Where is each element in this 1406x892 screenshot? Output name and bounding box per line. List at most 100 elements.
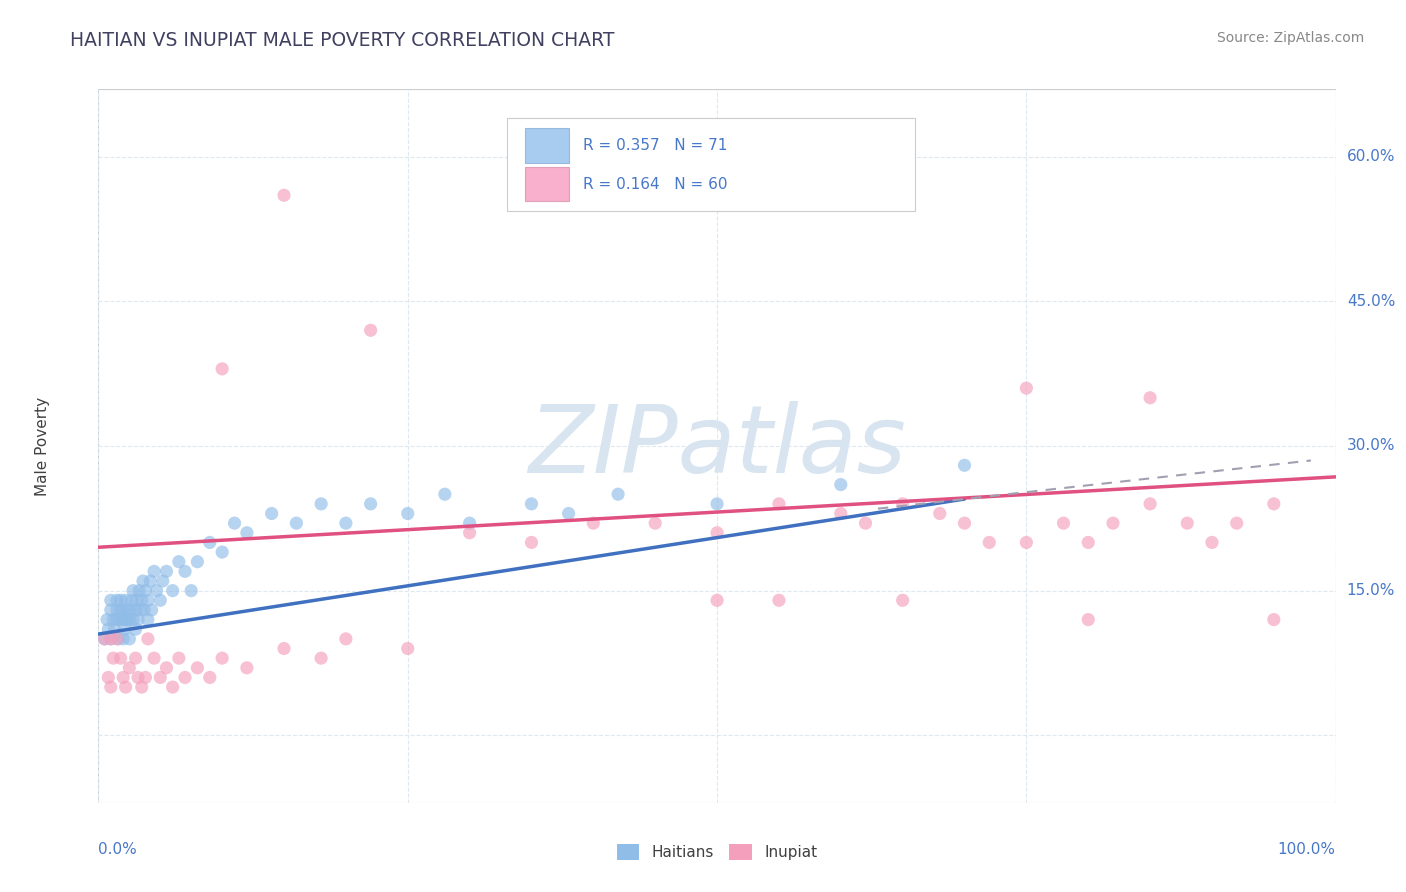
Point: [149, 593, 172, 607]
Point: [458, 516, 481, 530]
FancyBboxPatch shape: [506, 118, 915, 211]
Point: [830, 477, 852, 491]
Point: [644, 516, 666, 530]
Point: [97, 670, 120, 684]
Point: [211, 651, 233, 665]
Point: [127, 670, 149, 684]
Point: [134, 583, 156, 598]
Point: [607, 487, 630, 501]
Point: [100, 632, 122, 646]
Point: [273, 188, 295, 202]
Text: ZIPatlas: ZIPatlas: [529, 401, 905, 491]
Point: [155, 565, 177, 579]
Point: [458, 525, 481, 540]
Point: [1139, 497, 1161, 511]
Point: [136, 593, 159, 607]
Point: [112, 603, 135, 617]
Text: 0.0%: 0.0%: [98, 842, 138, 857]
Text: 60.0%: 60.0%: [1347, 149, 1395, 164]
Text: R = 0.164   N = 60: R = 0.164 N = 60: [583, 177, 728, 192]
Point: [115, 613, 138, 627]
Point: [236, 661, 259, 675]
Point: [1201, 535, 1223, 549]
Point: [1015, 381, 1038, 395]
Point: [433, 487, 456, 501]
Point: [1139, 391, 1161, 405]
Point: [1263, 497, 1285, 511]
Point: [143, 651, 166, 665]
Point: [105, 593, 128, 607]
Text: HAITIAN VS INUPIAT MALE POVERTY CORRELATION CHART: HAITIAN VS INUPIAT MALE POVERTY CORRELAT…: [70, 31, 614, 50]
Point: [174, 565, 197, 579]
Point: [211, 545, 233, 559]
Point: [706, 525, 728, 540]
Point: [224, 516, 246, 530]
Point: [953, 516, 976, 530]
Point: [112, 670, 135, 684]
Point: [118, 613, 141, 627]
Point: [152, 574, 174, 588]
Point: [124, 651, 146, 665]
Text: R = 0.357   N = 71: R = 0.357 N = 71: [583, 138, 728, 153]
Point: [110, 603, 132, 617]
Point: [1052, 516, 1074, 530]
Point: [360, 323, 382, 337]
Point: [120, 603, 142, 617]
Point: [127, 613, 149, 627]
Point: [1077, 535, 1099, 549]
Point: [1263, 613, 1285, 627]
Point: [953, 458, 976, 473]
Point: [100, 593, 122, 607]
Point: [285, 516, 308, 530]
Point: [124, 622, 146, 636]
Point: [114, 613, 136, 627]
Point: [145, 583, 167, 598]
Point: [520, 535, 543, 549]
Point: [891, 497, 914, 511]
Point: [186, 555, 208, 569]
Point: [124, 603, 146, 617]
Point: [162, 680, 184, 694]
Point: [110, 593, 132, 607]
Point: [108, 613, 131, 627]
Point: [260, 507, 283, 521]
Point: [103, 622, 125, 636]
Point: [335, 632, 357, 646]
Point: [162, 583, 184, 598]
Point: [128, 583, 150, 598]
Point: [273, 641, 295, 656]
Point: [117, 603, 139, 617]
Point: [118, 661, 141, 675]
Point: [520, 497, 543, 511]
Point: [134, 670, 156, 684]
Point: [121, 593, 143, 607]
Point: [136, 632, 159, 646]
Point: [149, 670, 172, 684]
Point: [112, 622, 135, 636]
Point: [114, 593, 136, 607]
Point: [112, 613, 135, 627]
Point: [1102, 516, 1125, 530]
Text: 15.0%: 15.0%: [1347, 583, 1395, 599]
Point: [186, 661, 208, 675]
Point: [167, 651, 190, 665]
Point: [706, 593, 728, 607]
Point: [110, 651, 132, 665]
Point: [107, 632, 129, 646]
Point: [1015, 535, 1038, 549]
Legend: Haitians, Inupiat: Haitians, Inupiat: [610, 838, 824, 866]
Point: [103, 651, 125, 665]
Text: 30.0%: 30.0%: [1347, 439, 1395, 453]
Point: [105, 632, 128, 646]
Point: [335, 516, 357, 530]
Point: [122, 583, 145, 598]
Point: [211, 362, 233, 376]
Point: [155, 661, 177, 675]
Point: [139, 574, 162, 588]
Point: [236, 525, 259, 540]
Point: [180, 583, 202, 598]
Point: [136, 613, 159, 627]
FancyBboxPatch shape: [526, 128, 568, 162]
FancyBboxPatch shape: [526, 167, 568, 202]
Point: [132, 574, 155, 588]
